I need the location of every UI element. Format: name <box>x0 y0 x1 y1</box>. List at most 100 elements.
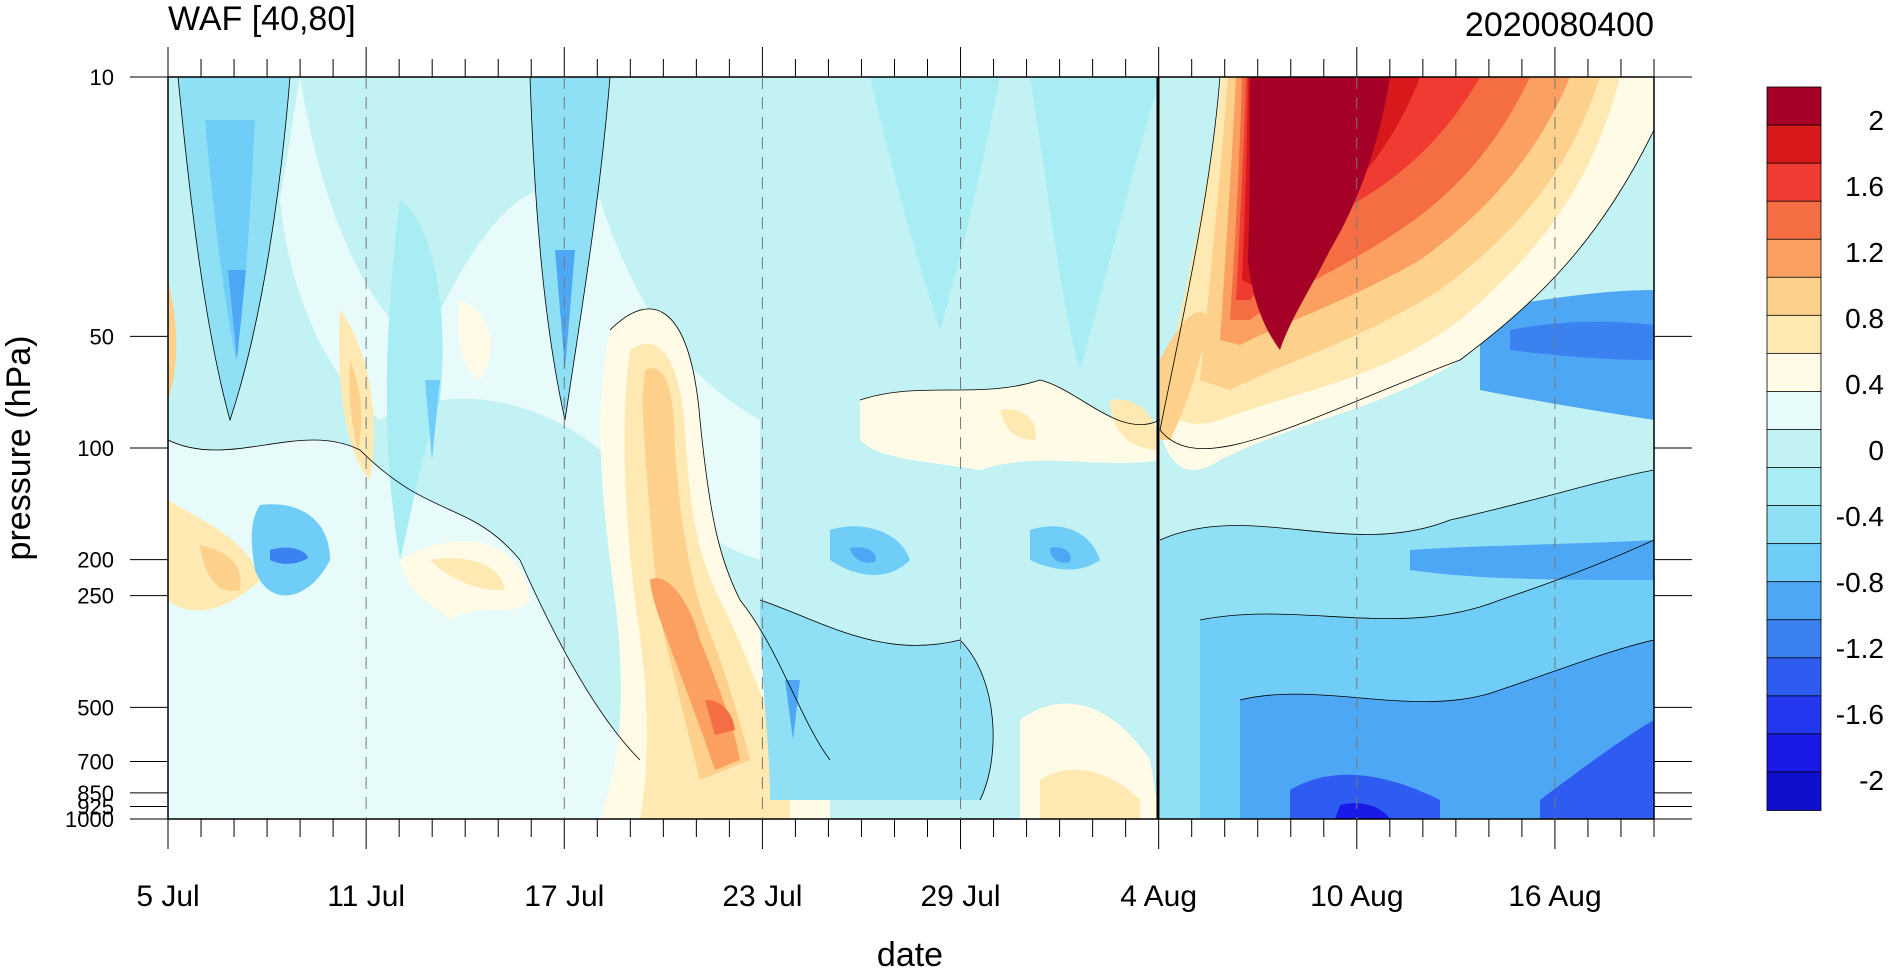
colorbar-swatch <box>1766 124 1822 165</box>
contour-line-k <box>759 599 994 801</box>
field-neg-aug-deeper <box>1290 774 1440 819</box>
contour-zero-line-a <box>168 439 641 761</box>
colorbar-swatch <box>1766 352 1822 393</box>
field-neg-23jul-core <box>785 680 800 740</box>
field-neg-26jul-core <box>850 547 876 563</box>
field-neg-1aug-200 <box>1030 526 1100 570</box>
contour-zero-line-d <box>1159 129 1654 450</box>
colorbar-swatch <box>1766 238 1822 279</box>
y-tick-label: 200 <box>77 548 114 573</box>
colorbar-swatch <box>1766 276 1822 317</box>
y-tick-label: 50 <box>90 324 114 349</box>
colorbar-label: -0.8 <box>1836 567 1884 598</box>
colorbar-swatch <box>1766 200 1822 241</box>
colorbar-swatch <box>1766 543 1822 583</box>
colorbar-label: -1.6 <box>1836 699 1884 730</box>
colorbar-labels: 2 1.6 1.2 0.8 0.4 0 -0.4 -0.8 -1.2 -1.6 -2 <box>1836 105 1884 796</box>
field-pos-15jul-200b <box>430 558 505 591</box>
field-pos-aug2-100 <box>1000 409 1036 440</box>
field-pos-band-peak <box>705 700 735 735</box>
field-neg-23jul-lower <box>760 600 994 800</box>
colorbar-swatch <box>1766 391 1822 431</box>
contour-line-g <box>1239 639 1654 703</box>
contour-line-e <box>1159 469 1654 541</box>
contour-line-i <box>529 77 611 421</box>
colorbar-swatch <box>1766 581 1822 621</box>
x-tick-label: 17 Jul <box>524 880 604 913</box>
field-neg-col-4 <box>870 77 1000 330</box>
colorbar-swatch <box>1766 314 1822 355</box>
x-tick-label: 16 Aug <box>1508 880 1601 913</box>
y-tick-label: 700 <box>77 750 114 775</box>
y-axis-label: pressure (hPa) <box>0 336 38 561</box>
x-axis-ticks <box>167 47 1655 849</box>
contour-zero-line-b <box>609 308 831 761</box>
field-pos-4aug-edge <box>1160 312 1210 440</box>
field-pos-band-inner <box>642 368 750 780</box>
contour-field <box>168 77 1654 819</box>
field-neg-aug-right-core <box>1510 321 1654 360</box>
y-tick-label: 925 <box>77 794 114 819</box>
colorbar-swatch <box>1766 619 1822 659</box>
colorbar-label: 2 <box>1868 105 1884 136</box>
contour-lines <box>168 77 1654 801</box>
colorbar-swatch <box>1766 429 1822 469</box>
field-pos-aug-low-b <box>1040 769 1140 819</box>
field-neg-col-5 <box>1030 77 1160 370</box>
date-gridlines <box>365 77 1556 819</box>
colorbar-label: -2 <box>1859 765 1884 796</box>
field-pos-left-edge <box>168 280 177 400</box>
colorbar <box>1766 86 1822 811</box>
chart-title-right: 2020080400 <box>1465 6 1654 44</box>
colorbar-swatch <box>1766 505 1822 545</box>
y-tick-label: 10 <box>90 65 114 90</box>
colorbar-label: -1.2 <box>1836 633 1884 664</box>
field-neg-aug-mid-band <box>1410 540 1654 580</box>
y-tick-label: 250 <box>77 584 114 609</box>
colorbar-swatch <box>1766 467 1822 507</box>
field-neg-1aug-core <box>1050 547 1071 563</box>
x-axis-label: date <box>877 936 943 968</box>
y-tick-label: 100 <box>77 436 114 461</box>
x-tick-label: 4 Aug <box>1120 880 1197 913</box>
field-neg-core-1 <box>228 270 246 360</box>
colorbar-label: 1.2 <box>1845 237 1884 268</box>
colorbar-swatch <box>1766 695 1822 735</box>
colorbar-swatch <box>1766 162 1822 203</box>
colorbar-swatch <box>1766 771 1822 811</box>
field-neg-aug-right-low <box>1540 720 1654 819</box>
colorbar-swatch <box>1766 657 1822 697</box>
contour-line-h <box>177 77 291 422</box>
field-pos-11jul-b <box>349 360 362 450</box>
field-neg-core-2 <box>555 250 575 370</box>
y-tick-label: 1000 <box>65 807 114 832</box>
field-pos-left-200b <box>200 545 241 591</box>
contour-line-f <box>1199 539 1654 621</box>
x-tick-label: 11 Jul <box>327 880 405 913</box>
field-neg-aug-deepest <box>1335 803 1390 819</box>
field-pos-15jul <box>458 300 491 380</box>
colorbar-swatch <box>1766 86 1822 126</box>
x-tick-label: 10 Aug <box>1310 880 1403 913</box>
colorbar-swatch <box>1766 733 1822 773</box>
colorbar-label: -0.4 <box>1836 501 1884 532</box>
field-neg-core-3 <box>425 380 440 460</box>
colorbar-label: 0.4 <box>1845 369 1884 400</box>
x-axis-tick-labels: 5 Jul 11 Jul 17 Jul 23 Jul 29 Jul 4 Aug 10 Aug… <box>136 880 1601 913</box>
field-neg-9jul-core <box>270 547 308 564</box>
contour-line-j <box>859 379 1161 426</box>
y-axis-ticks <box>130 76 1692 820</box>
colorbar-label: 1.6 <box>1845 171 1884 202</box>
x-tick-label: 29 Jul <box>921 880 1001 913</box>
field-neg-aug-deep <box>1240 640 1654 819</box>
y-tick-label: 850 <box>77 781 114 806</box>
y-tick-label: 500 <box>77 695 114 720</box>
chart-title-left: WAF [40,80] <box>168 0 356 38</box>
x-tick-label: 5 Jul <box>136 880 199 913</box>
colorbar-label: 0 <box>1868 435 1884 466</box>
colorbar-label: 0.8 <box>1845 303 1884 334</box>
field-pos-pulse-core <box>1248 77 1390 350</box>
